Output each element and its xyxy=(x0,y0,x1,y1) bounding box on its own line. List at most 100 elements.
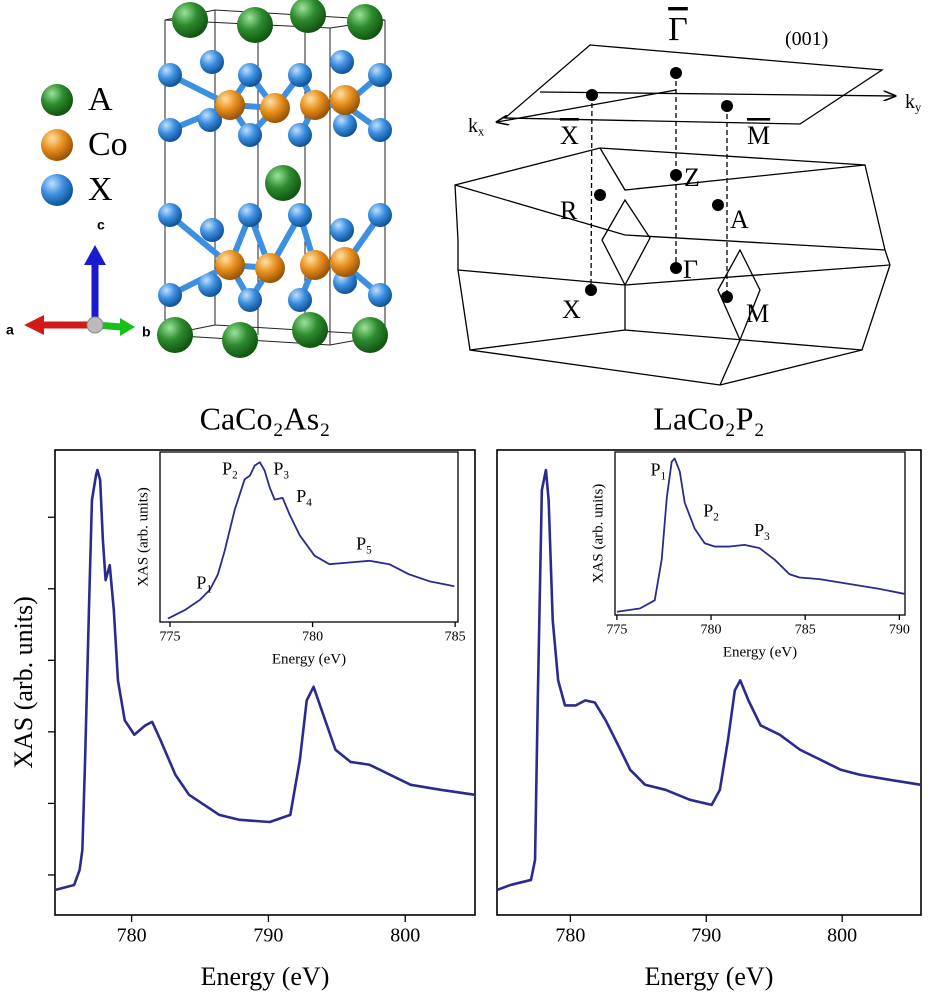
label-text: Γ xyxy=(683,255,698,284)
atom xyxy=(200,50,224,74)
atom xyxy=(255,253,285,283)
k-point xyxy=(712,199,724,211)
y-axis-label: XAS (arb. units) xyxy=(135,487,151,587)
peak-label: P4 xyxy=(296,486,312,508)
bz-face xyxy=(717,248,761,342)
spectrum-line xyxy=(167,461,455,620)
atom xyxy=(300,250,330,280)
plot-frame xyxy=(159,451,459,623)
atom xyxy=(158,118,182,142)
dashed-line xyxy=(590,94,593,291)
atom xyxy=(330,218,354,242)
atom xyxy=(158,63,182,87)
bz-label: M xyxy=(746,299,769,328)
atom xyxy=(260,93,290,123)
x-tick-label: 775 xyxy=(159,630,180,645)
x-tick-label: 790 xyxy=(691,925,721,947)
atom xyxy=(172,2,208,38)
label-subscript: x xyxy=(478,124,485,138)
atom xyxy=(237,7,273,43)
legend-swatch xyxy=(41,174,73,206)
label-text: P xyxy=(356,534,366,554)
atom xyxy=(330,85,360,115)
atom xyxy=(158,283,182,307)
k-point xyxy=(670,262,682,274)
crystal-structure xyxy=(157,0,392,358)
label-text: R xyxy=(560,196,578,225)
label-text: M xyxy=(746,299,769,328)
bz-label: ky xyxy=(905,91,922,115)
x-tick-label: 800 xyxy=(390,925,420,947)
chart-title: LaCo₂P₂ xyxy=(653,400,764,436)
label-subscript: y xyxy=(915,100,922,114)
legend-swatch xyxy=(41,84,73,116)
spectrum-line xyxy=(496,468,922,892)
label-text: P xyxy=(651,460,661,480)
y-axis-label: XAS (arb. units) xyxy=(590,484,606,584)
label-subscript: 1 xyxy=(661,470,667,482)
bz-label: kx xyxy=(468,115,485,139)
label-text: P xyxy=(196,573,206,593)
label-text: P xyxy=(273,459,283,479)
y-axis-label: XAS (arb. units) xyxy=(9,596,38,769)
label-subscript: 5 xyxy=(366,544,372,556)
legend-label: A xyxy=(88,81,113,118)
atom xyxy=(290,0,326,33)
lattice-axes: c a b xyxy=(6,217,151,340)
bz-label: M xyxy=(747,121,770,150)
bz-label: Γ xyxy=(668,11,688,48)
x-tick-label: 780 xyxy=(555,925,585,947)
label-text: P xyxy=(754,520,764,540)
bz-edge xyxy=(599,147,866,191)
bz-edge xyxy=(454,184,886,251)
label-text: P xyxy=(222,459,232,479)
atom xyxy=(265,165,301,201)
axis-label: b xyxy=(142,324,151,340)
atom xyxy=(368,63,392,87)
peak-label: P2 xyxy=(703,500,719,522)
atom xyxy=(288,203,312,227)
x-tick-label: 790 xyxy=(253,925,283,947)
label-subscript: 2 xyxy=(713,511,719,523)
label-text: Z xyxy=(684,163,700,192)
x-axis-label: Energy (eV) xyxy=(201,962,330,991)
atom xyxy=(292,312,328,348)
atom xyxy=(330,247,360,277)
k-point xyxy=(670,67,682,79)
x-tick-label: 800 xyxy=(827,925,857,947)
x-tick-label: 775 xyxy=(606,623,627,638)
label-text: A xyxy=(730,205,749,234)
bz-edge xyxy=(469,329,863,351)
x-tick-label: 785 xyxy=(445,630,466,645)
atom xyxy=(288,123,312,147)
arrow-head xyxy=(120,318,135,336)
arrow-head xyxy=(84,245,106,265)
bz-edge xyxy=(719,339,741,386)
atom xyxy=(368,118,392,142)
label-text: k xyxy=(468,115,478,137)
label-text: k xyxy=(905,91,915,113)
label-text: (001) xyxy=(785,28,828,50)
atom xyxy=(198,108,222,132)
label-text: P xyxy=(296,486,306,506)
label-subscript: 2 xyxy=(232,469,238,481)
label-subscript: 1 xyxy=(206,583,212,595)
bz-face xyxy=(601,198,651,287)
atom xyxy=(238,203,262,227)
atom xyxy=(288,63,312,87)
axis-label: a xyxy=(6,322,14,338)
bz-label: Z xyxy=(684,163,700,192)
atom xyxy=(330,50,354,74)
bz-label: X xyxy=(562,295,581,324)
atom xyxy=(200,218,224,242)
x-tick-label: 790 xyxy=(889,623,910,638)
bz-label: (001) xyxy=(785,28,828,50)
ky-arrow xyxy=(539,92,895,96)
k-point xyxy=(670,169,682,181)
atom xyxy=(368,283,392,307)
label-text: M xyxy=(747,121,770,150)
bz-label: R xyxy=(560,196,578,225)
